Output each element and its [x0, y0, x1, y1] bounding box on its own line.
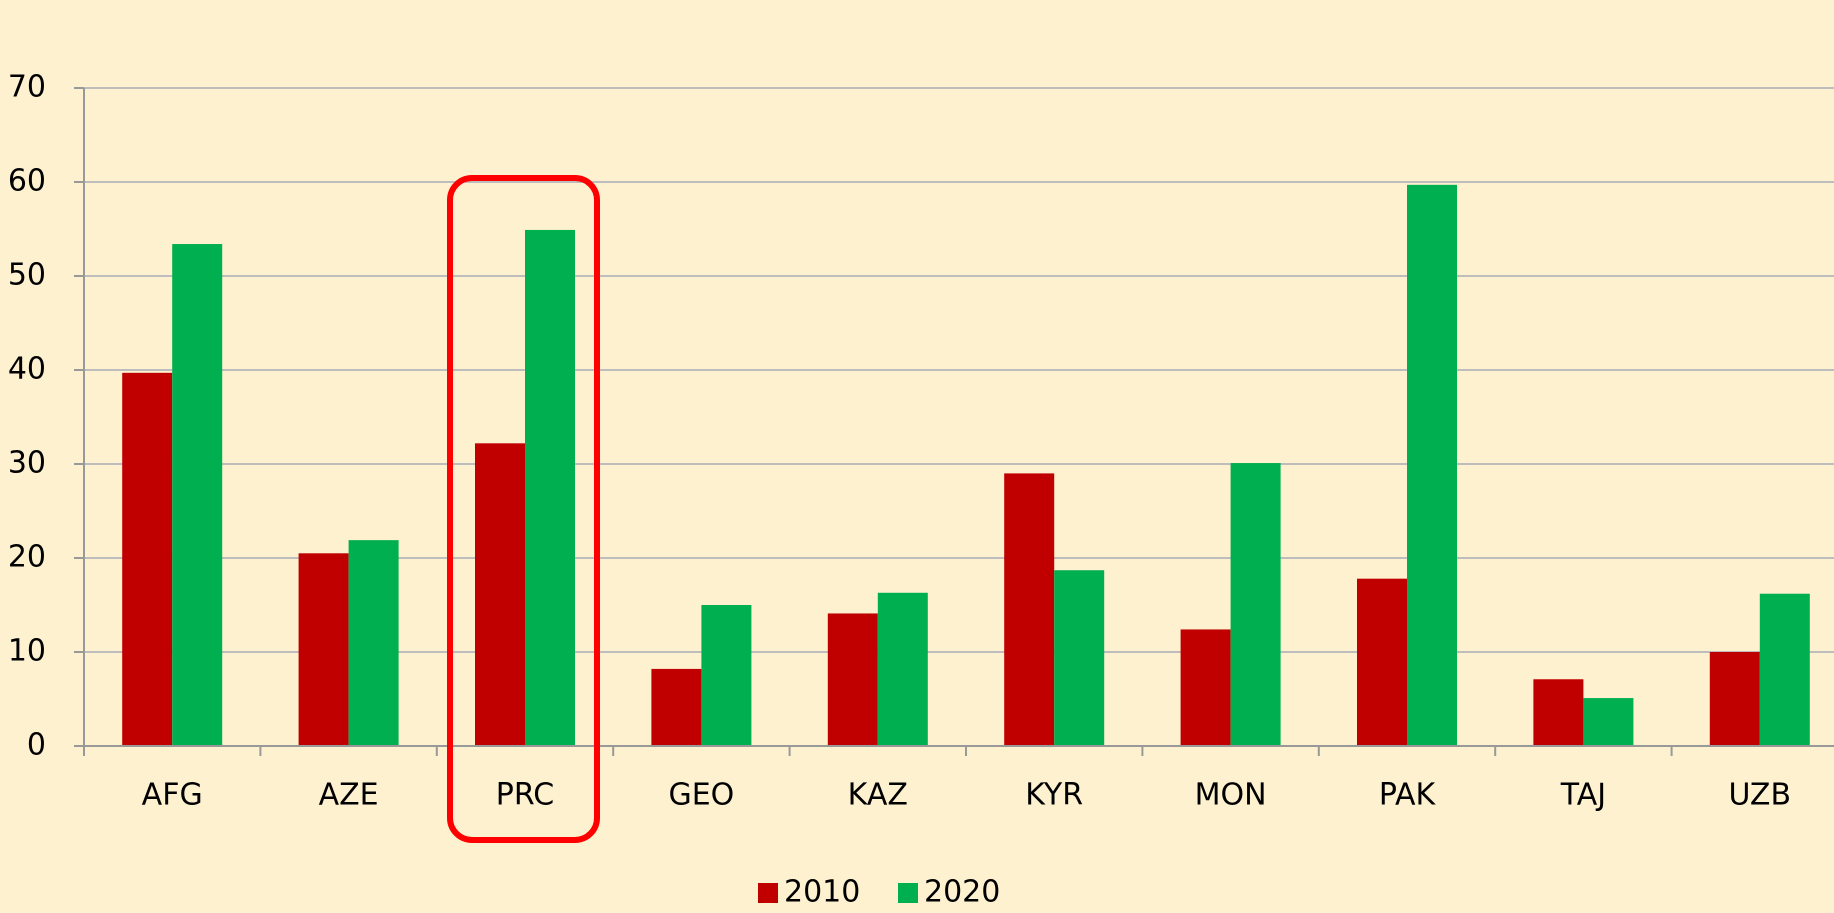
legend: 2010 2020	[758, 875, 1000, 910]
legend-swatch	[898, 883, 918, 903]
x-tick-label: AFG	[142, 778, 203, 813]
bar	[1583, 698, 1634, 746]
bar	[122, 372, 173, 746]
y-tick-label: 10	[8, 634, 46, 669]
x-tick-label: KYR	[1025, 778, 1083, 813]
y-tick-label: 0	[27, 728, 46, 763]
bar	[348, 540, 399, 746]
bar	[1004, 473, 1055, 746]
bar	[701, 605, 752, 746]
y-tick-label: 70	[8, 70, 46, 105]
legend-label: 2020	[924, 875, 1000, 910]
x-tick-label: PRC	[496, 778, 554, 813]
bar	[1180, 629, 1231, 746]
bar	[475, 443, 525, 746]
x-tick-label: GEO	[668, 778, 734, 813]
bar	[172, 244, 223, 747]
y-tick-label: 40	[8, 352, 46, 387]
x-tick-label: MON	[1195, 778, 1267, 813]
bar	[1357, 578, 1407, 746]
bar	[298, 553, 349, 746]
highlight-box	[447, 175, 600, 843]
bar	[877, 592, 928, 746]
bar	[1709, 652, 1760, 746]
axes: 0 10 20 30 40 50 60 70 AFG AZE PRC GEO KAZ KYR MON PAK T…	[8, 70, 1834, 813]
bar	[1230, 463, 1281, 746]
x-tick-label: PAK	[1379, 778, 1437, 813]
bar	[1533, 679, 1584, 746]
y-tick-label: 20	[8, 540, 46, 575]
bar	[651, 668, 702, 746]
x-tick-label: UZB	[1729, 778, 1792, 813]
x-tick-label: AZE	[319, 778, 379, 813]
x-tick-label: TAJ	[1560, 778, 1606, 813]
bar	[1407, 184, 1457, 746]
legend-label: 2010	[784, 875, 860, 910]
y-tick-label: 30	[8, 446, 46, 481]
y-tick-label: 60	[8, 164, 46, 199]
legend-swatch	[758, 883, 778, 903]
x-tick-label: KAZ	[848, 778, 908, 813]
y-tick-label: 50	[8, 258, 46, 293]
bar	[1054, 570, 1105, 746]
bar	[1759, 593, 1810, 746]
bars	[122, 184, 1810, 747]
bar	[525, 229, 575, 746]
bar	[827, 613, 878, 746]
